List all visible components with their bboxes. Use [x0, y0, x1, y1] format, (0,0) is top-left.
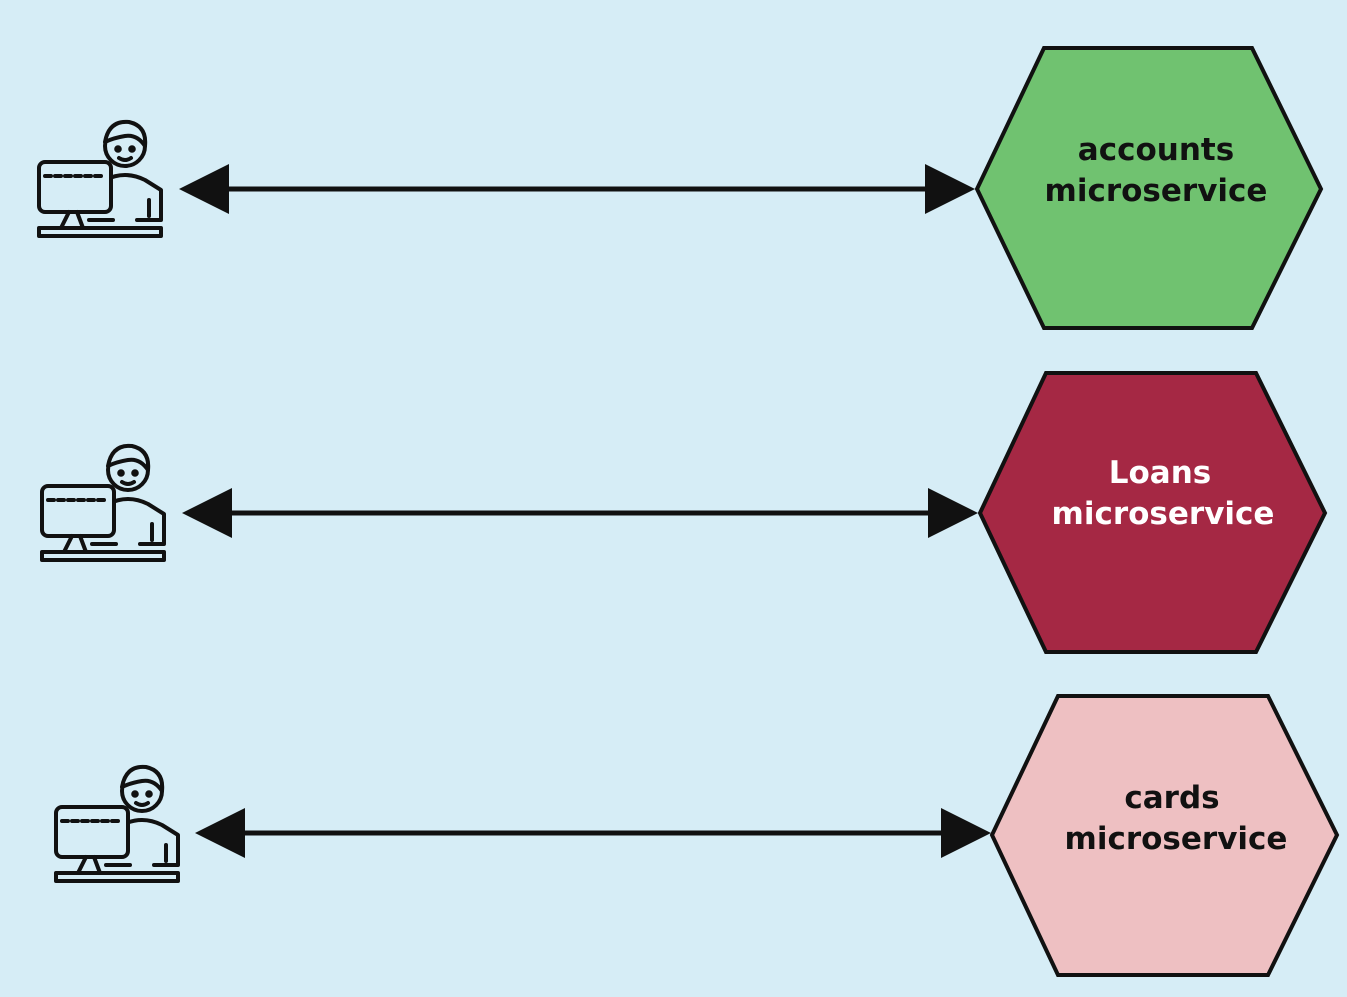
- row-cards: cards microservice: [54, 694, 1340, 977]
- service-label-line2: microservice: [1065, 821, 1288, 857]
- cards-microservice-hexagon: [989, 694, 1340, 977]
- service-label-line2: microservice: [1045, 173, 1268, 209]
- row-loans: Loans microservice: [40, 371, 1328, 654]
- service-label-line1: accounts: [1078, 132, 1234, 168]
- accounts-microservice-hexagon: [974, 46, 1324, 330]
- service-label-line2: microservice: [1052, 496, 1275, 532]
- user-at-computer-icon: [40, 443, 166, 562]
- user-at-computer-icon: [37, 119, 163, 238]
- loans-microservice-hexagon: [977, 371, 1328, 654]
- user-at-computer-icon: [54, 764, 180, 883]
- row-accounts: accounts microservice: [37, 46, 1324, 330]
- service-label-line1: Loans: [1109, 455, 1212, 491]
- service-label-line1: cards: [1124, 780, 1219, 816]
